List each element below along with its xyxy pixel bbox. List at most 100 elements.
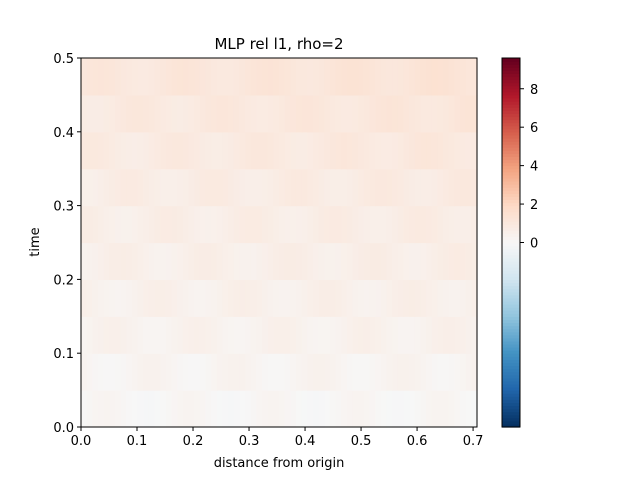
heatmap-cell	[267, 242, 274, 280]
heatmap-cell	[329, 168, 337, 207]
heatmap-cell	[335, 94, 342, 133]
heatmap-cell	[154, 58, 161, 96]
heatmap-cell	[471, 58, 478, 96]
heatmap-cell	[177, 279, 184, 317]
heatmap-cell	[437, 316, 444, 354]
heatmap-cell	[301, 58, 308, 96]
heatmap-cell	[437, 205, 444, 244]
heatmap-cell	[279, 94, 286, 133]
heatmap-cell	[165, 242, 173, 280]
heatmap-cell	[380, 58, 388, 96]
heatmap-cell	[431, 58, 438, 96]
heatmap-cell	[454, 58, 461, 96]
heatmap-cell	[465, 168, 472, 207]
colorbar-segment	[502, 64, 520, 68]
colorbar-segment	[502, 248, 520, 253]
heatmap-cell	[420, 131, 427, 170]
heatmap-cell	[228, 131, 235, 170]
heatmap-cell	[262, 242, 269, 280]
heatmap-cell	[114, 168, 122, 207]
heatmap-cell	[301, 242, 308, 280]
colorbar-segment	[502, 257, 520, 262]
heatmap-cell	[228, 353, 235, 391]
heatmap-cell	[346, 131, 354, 170]
heatmap-cell	[199, 316, 207, 354]
heatmap-cell	[420, 279, 427, 317]
heatmap-cell	[194, 353, 201, 391]
y-tick-label: 0.2	[53, 273, 74, 288]
heatmap-cell	[114, 242, 122, 280]
heatmap-cell	[346, 353, 354, 391]
heatmap-cell	[443, 205, 450, 244]
heatmap-cell	[143, 168, 150, 207]
heatmap-cell	[329, 390, 337, 428]
heatmap-cell	[448, 242, 455, 280]
heatmap-cell	[126, 58, 133, 96]
heatmap-cell	[284, 94, 291, 133]
y-tick-label: 0.5	[53, 52, 74, 67]
heatmap-cell	[358, 353, 365, 391]
heatmap-cell	[97, 58, 105, 96]
heatmap-cell	[341, 94, 348, 133]
heatmap-cell	[160, 94, 167, 133]
heatmap-cell	[171, 279, 178, 317]
heatmap-cell	[465, 390, 472, 428]
colorbar-tick-label: 4	[530, 160, 538, 175]
heatmap-cell	[358, 58, 365, 96]
heatmap-cell	[437, 58, 444, 96]
heatmap-cell	[358, 279, 365, 317]
heatmap-cell	[403, 242, 410, 280]
heatmap-cell	[279, 242, 286, 280]
heatmap-cell	[392, 205, 399, 244]
colorbar-tick-label: 0	[530, 237, 538, 252]
heatmap-cell	[295, 279, 303, 317]
heatmap-cell	[131, 58, 139, 96]
heatmap-cell	[301, 168, 308, 207]
heatmap-cell	[143, 279, 150, 317]
heatmap-cell	[454, 316, 461, 354]
heatmap-cell	[273, 168, 280, 207]
heatmap-cell	[312, 353, 320, 391]
heatmap-cell	[245, 58, 252, 96]
colorbar-segment	[502, 393, 520, 397]
colorbar-segment	[502, 368, 520, 373]
heatmap-cell	[454, 353, 461, 391]
heatmap-cell	[335, 279, 342, 317]
heatmap-cell	[165, 390, 173, 428]
heatmap-cell	[86, 390, 93, 428]
heatmap-cell	[386, 316, 393, 354]
colorbar-segment	[502, 331, 520, 336]
y-axis: 0.0 0.1 0.2 0.3 0.4 0.5	[53, 52, 81, 436]
heatmap-cell	[114, 205, 122, 244]
colorbar-segment	[502, 402, 520, 407]
heatmap-cell	[114, 353, 122, 391]
heatmap-cell	[465, 58, 472, 96]
heatmap-cell	[171, 131, 178, 170]
heatmap-cell	[335, 131, 342, 170]
heatmap-cell	[205, 353, 212, 391]
heatmap-cell	[341, 242, 348, 280]
heatmap-cell	[318, 168, 325, 207]
heatmap-cell	[392, 58, 399, 96]
x-tick-label: 0.1	[127, 434, 148, 449]
heatmap-cell	[165, 131, 173, 170]
colorbar-segment	[502, 119, 520, 124]
heatmap-cell	[341, 353, 348, 391]
heatmap-cell	[448, 353, 455, 391]
heatmap-cell	[148, 279, 156, 317]
colorbar-segment	[502, 137, 520, 142]
heatmap-cell	[137, 94, 144, 133]
heatmap-cell	[188, 94, 195, 133]
heatmap-cell	[403, 279, 410, 317]
heatmap-cell	[228, 242, 235, 280]
heatmap-cell	[92, 131, 99, 170]
heatmap-cell	[81, 279, 88, 317]
heatmap-cell	[137, 131, 144, 170]
heatmap-cell	[329, 205, 337, 244]
heatmap-cell	[307, 205, 314, 244]
heatmap-cell	[233, 94, 240, 133]
heatmap-cell	[409, 316, 416, 354]
heatmap-cell	[131, 390, 139, 428]
heatmap-cell	[171, 168, 178, 207]
colorbar-segment	[502, 79, 520, 84]
